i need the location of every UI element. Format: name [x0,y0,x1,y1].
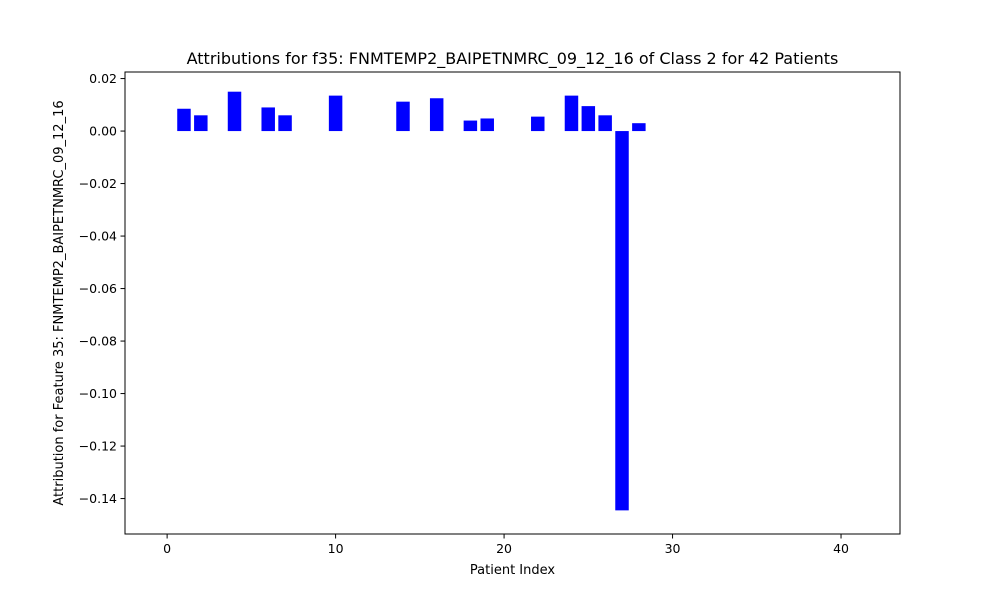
x-tick-label: 30 [665,541,681,556]
y-tick-label: −0.14 [79,491,117,506]
x-tick-label: 10 [328,541,344,556]
bar [564,95,579,132]
y-tick-label: −0.02 [79,176,117,191]
plot-frame [124,71,901,535]
y-axis-ticks: 0.02 0.00 −0.02 −0.04 −0.06 −0.08 −0.10 −0.12 −0… [79,71,125,506]
bar [598,115,612,132]
chart-title: Attributions for f35: FNMTEMP2_BAIPETNMR… [187,49,839,69]
y-axis-label: Attribution for Feature 35: FNMTEMP2_BAI… [52,100,67,505]
y-tick-label: 0.00 [89,124,117,139]
bar [227,91,242,132]
bar [632,123,646,132]
x-tick-label: 0 [163,541,171,556]
x-tick-label: 20 [496,541,512,556]
bars-group [177,91,646,511]
y-tick-label: −0.08 [79,334,117,349]
bar [396,101,410,132]
bar [429,98,444,132]
bar [328,95,343,132]
bar [615,131,629,511]
bar [177,108,191,132]
x-axis-ticks: 0 10 20 30 40 [163,534,849,556]
y-tick-label: −0.04 [79,229,117,244]
bar [581,106,596,132]
x-axis-label: Patient Index [470,563,555,578]
x-tick-label: 40 [833,541,849,556]
bar [261,107,275,132]
bar [480,118,494,132]
y-tick-label: 0.02 [89,71,117,86]
bar [463,120,478,132]
bar [278,115,292,132]
y-tick-label: −0.10 [79,386,117,401]
bar [194,115,208,132]
y-tick-label: −0.06 [79,281,117,296]
y-tick-label: −0.12 [79,439,117,454]
bar [531,116,545,132]
